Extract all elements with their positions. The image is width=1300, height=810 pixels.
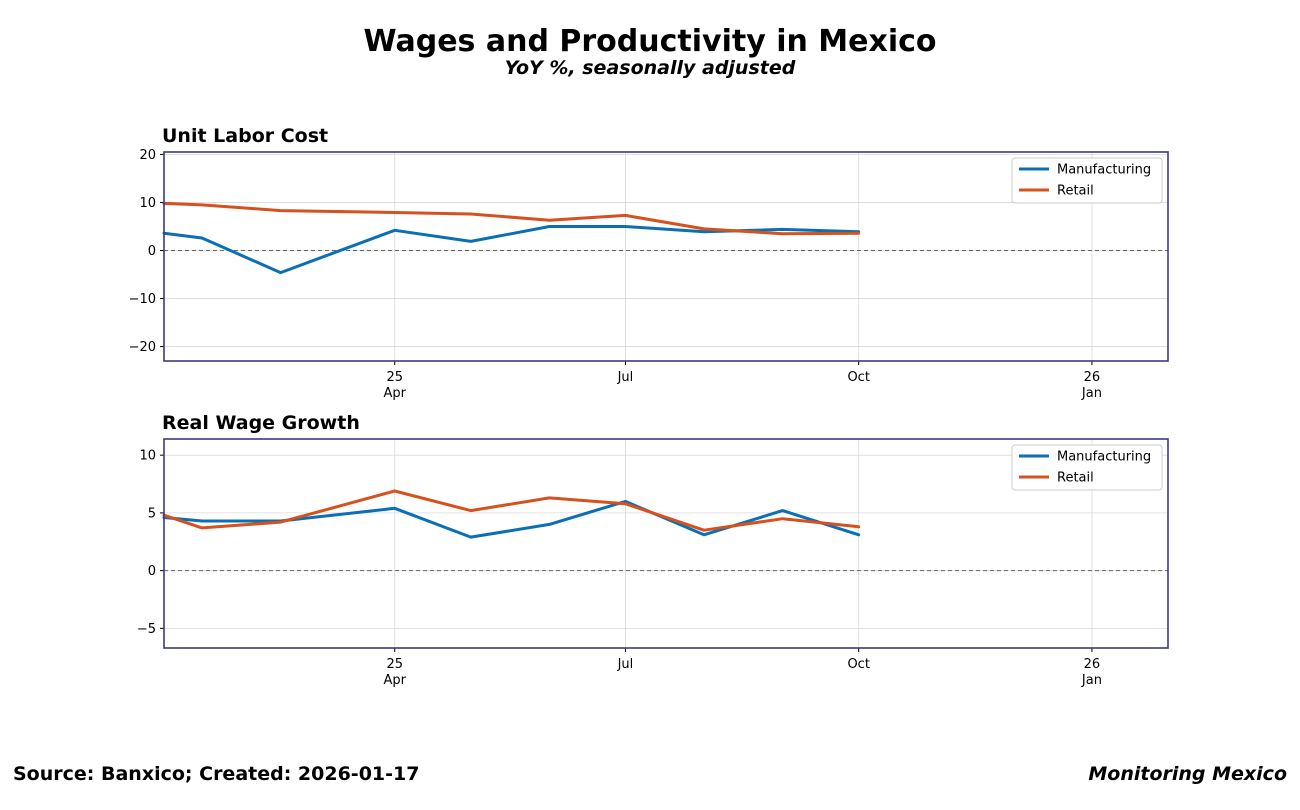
- plot-frame: [163, 151, 1169, 362]
- x-tick-label: Jul: [617, 657, 634, 672]
- x-tick-label: Jul: [617, 370, 634, 385]
- plot-frame: [163, 438, 1169, 649]
- y-tick-label: 20: [139, 148, 156, 163]
- x-tick-label: Oct: [847, 370, 869, 385]
- y-tick-label: 0: [148, 564, 156, 579]
- panel-title-unit-labor-cost: Unit Labor Cost: [162, 125, 329, 147]
- y-tick-label: 10: [139, 449, 156, 464]
- source-note: Source: Banxico; Created: 2026-01-17: [13, 763, 420, 785]
- legend-box: [1011, 157, 1163, 204]
- y-tick-label: −10: [129, 292, 156, 307]
- y-tick-label: 10: [139, 196, 156, 211]
- x-tick-label: 25 Apr: [383, 657, 406, 688]
- y-tick-label: 5: [148, 506, 156, 521]
- x-tick-label: 26 Jan: [1081, 657, 1102, 688]
- chart-title: Wages and Productivity in Mexico: [363, 24, 937, 59]
- chart-subtitle: YoY %, seasonally adjusted: [504, 57, 796, 79]
- legend-box: [1011, 444, 1163, 491]
- legend-label-manufacturing: Manufacturing: [1057, 450, 1151, 465]
- x-tick-label: 26 Jan: [1081, 370, 1102, 401]
- y-tick-label: 0: [148, 244, 156, 259]
- series-line-retail: [162, 201, 861, 236]
- legend-label-retail: Retail: [1057, 184, 1094, 199]
- x-tick-label: Oct: [847, 657, 869, 672]
- panel-title-real-wage-growth: Real Wage Growth: [162, 412, 360, 434]
- y-tick-label: −5: [137, 622, 156, 637]
- x-tick-label: 25 Apr: [383, 370, 406, 401]
- brand-label: Monitoring Mexico: [1088, 763, 1287, 785]
- series-line-manufacturing: [162, 499, 861, 539]
- legend-label-manufacturing: Manufacturing: [1057, 163, 1151, 178]
- series-line-retail: [162, 489, 861, 532]
- y-tick-label: −20: [129, 340, 156, 355]
- legend-label-retail: Retail: [1057, 471, 1094, 486]
